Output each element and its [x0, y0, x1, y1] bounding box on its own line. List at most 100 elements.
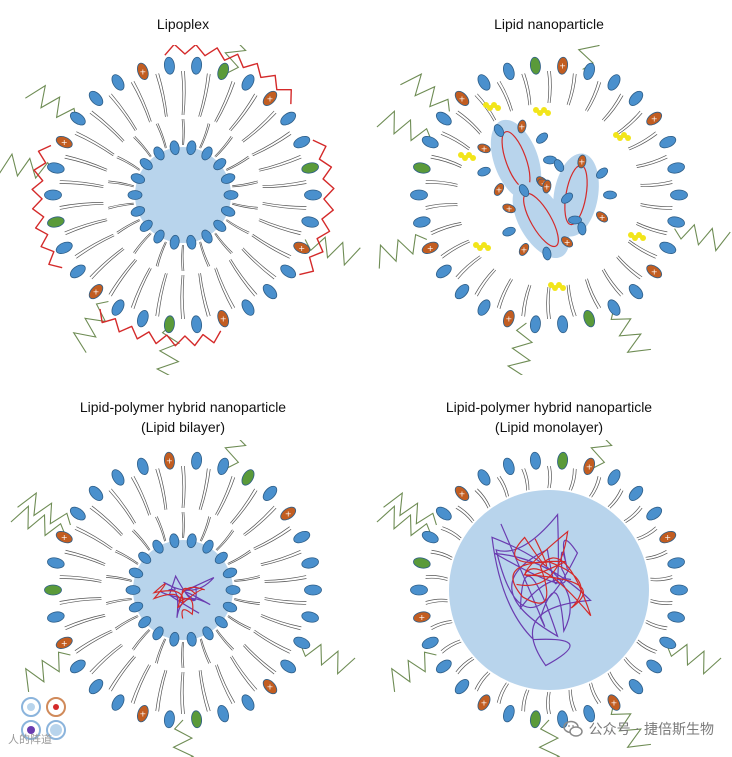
panel-title-line: (Lipid bilayer): [140, 419, 226, 435]
lipid-tail: [181, 118, 184, 146]
lipid-tail: [157, 123, 167, 148]
lipid-head: [241, 469, 255, 486]
lipid-tail: [645, 622, 667, 631]
lipid-head: [138, 616, 152, 629]
lipid-tail: [65, 615, 106, 631]
lipid-tail: [568, 690, 574, 712]
lipid-tail: [116, 157, 140, 171]
lipid-tail: [549, 70, 552, 104]
lipid-tail: [214, 268, 233, 310]
peg-chain: [506, 322, 534, 375]
lipid-head: [628, 485, 644, 501]
lipid-tail: [496, 82, 511, 112]
lipid-tail: [477, 488, 491, 507]
lipid-head: [477, 166, 491, 177]
lipid-tail: [625, 507, 643, 523]
lipid-tail: [521, 284, 530, 317]
lipid-tail: [425, 183, 458, 187]
lipid-tail: [231, 655, 258, 690]
lipid-head: [153, 229, 165, 244]
lipid-tail: [499, 475, 509, 497]
lipid-head: [191, 315, 203, 334]
lipid-head: [169, 631, 180, 647]
lipid-head: [88, 679, 104, 695]
peg-chain: [376, 110, 432, 142]
nucleic-acid-strand: [99, 308, 222, 347]
lipid-tail: [521, 468, 527, 491]
lipid-tail: [623, 658, 641, 675]
lipid-head: [410, 584, 428, 596]
panel-title: Lipid-polymer hybrid nanoparticle (Lipid…: [0, 397, 366, 437]
lipid-tail: [603, 95, 624, 122]
lipid-head: [191, 710, 203, 729]
lipid-head: [47, 611, 65, 623]
lipoplex-diagram: + + + + + +: [0, 45, 361, 375]
lipid-tail: [650, 575, 673, 579]
lipid-tail: [227, 549, 251, 564]
peg-chain: [25, 84, 78, 121]
lipid-tail: [568, 284, 577, 317]
lipid-tail: [521, 689, 527, 711]
lipid-tail: [215, 529, 233, 551]
lipid-head: [44, 584, 62, 596]
positive-charge-label: +: [418, 613, 425, 622]
lipid-tail: [155, 638, 165, 664]
lipid-tail: [111, 656, 136, 692]
lipid-tail: [254, 629, 292, 652]
lipid-head: [163, 56, 175, 75]
lipid-tail: [155, 241, 166, 267]
lipid-tail: [548, 691, 551, 715]
lipid-head: [186, 631, 197, 647]
lipid-head: [413, 162, 431, 174]
panel-lphn-bilayer: Lipid-polymer hybrid nanoparticle (Lipid…: [0, 385, 366, 757]
lipid-tail: [251, 131, 290, 155]
lipid-tail: [431, 549, 453, 558]
lipid-tail: [251, 235, 290, 259]
lipid-tail: [181, 465, 184, 509]
lipid-tail: [107, 182, 134, 188]
lipid-tail: [637, 529, 658, 541]
lipid-tail: [157, 242, 167, 267]
lipid-tail: [155, 123, 166, 149]
lipid-tail: [640, 205, 673, 210]
lipid-tail: [640, 180, 673, 185]
lipid-tail: [215, 665, 233, 705]
lipid-head: [222, 567, 238, 579]
lipid-tail: [262, 203, 307, 210]
lipid-tail: [425, 203, 458, 207]
lipid-tail: [115, 616, 139, 631]
lipid-head: [607, 694, 621, 711]
lipid-head: [202, 539, 214, 554]
lipid-head: [659, 636, 677, 650]
lipid-tail: [650, 578, 673, 582]
lipid-tail: [264, 578, 307, 583]
lipid-tail: [234, 598, 260, 603]
wechat-icon: [562, 720, 583, 737]
lipid-tail: [108, 180, 134, 187]
lipid-tail: [64, 552, 105, 566]
lipid-tail: [216, 477, 236, 516]
lipid-tail: [521, 73, 530, 106]
lipid-tail: [134, 135, 152, 157]
ionizable-lipid: [485, 245, 491, 251]
positive-charge-label: +: [481, 699, 488, 708]
lipid-tail: [231, 490, 258, 525]
lipid-tail: [200, 273, 211, 317]
positive-charge-label: +: [267, 683, 274, 692]
lipid-head: [241, 299, 255, 316]
lipid-tail: [74, 133, 114, 157]
lipid-head: [152, 626, 164, 641]
lipid-tail: [549, 465, 552, 489]
lipid-tail: [650, 599, 673, 603]
lipid-head: [561, 236, 574, 248]
lipid-tail: [198, 73, 208, 117]
lipid-tail: [587, 82, 602, 112]
lipid-tail: [425, 598, 448, 602]
lipid-tail: [568, 468, 574, 491]
lipid-head: [659, 530, 677, 544]
panel-lphn-monolayer: Lipid-polymer hybrid nanoparticle (Lipid…: [366, 385, 732, 757]
peg-chain: [378, 233, 428, 269]
panel-title-line: Lipid nanoparticle: [494, 16, 604, 32]
lipid-head: [454, 90, 470, 106]
lipid-tail: [629, 239, 658, 257]
